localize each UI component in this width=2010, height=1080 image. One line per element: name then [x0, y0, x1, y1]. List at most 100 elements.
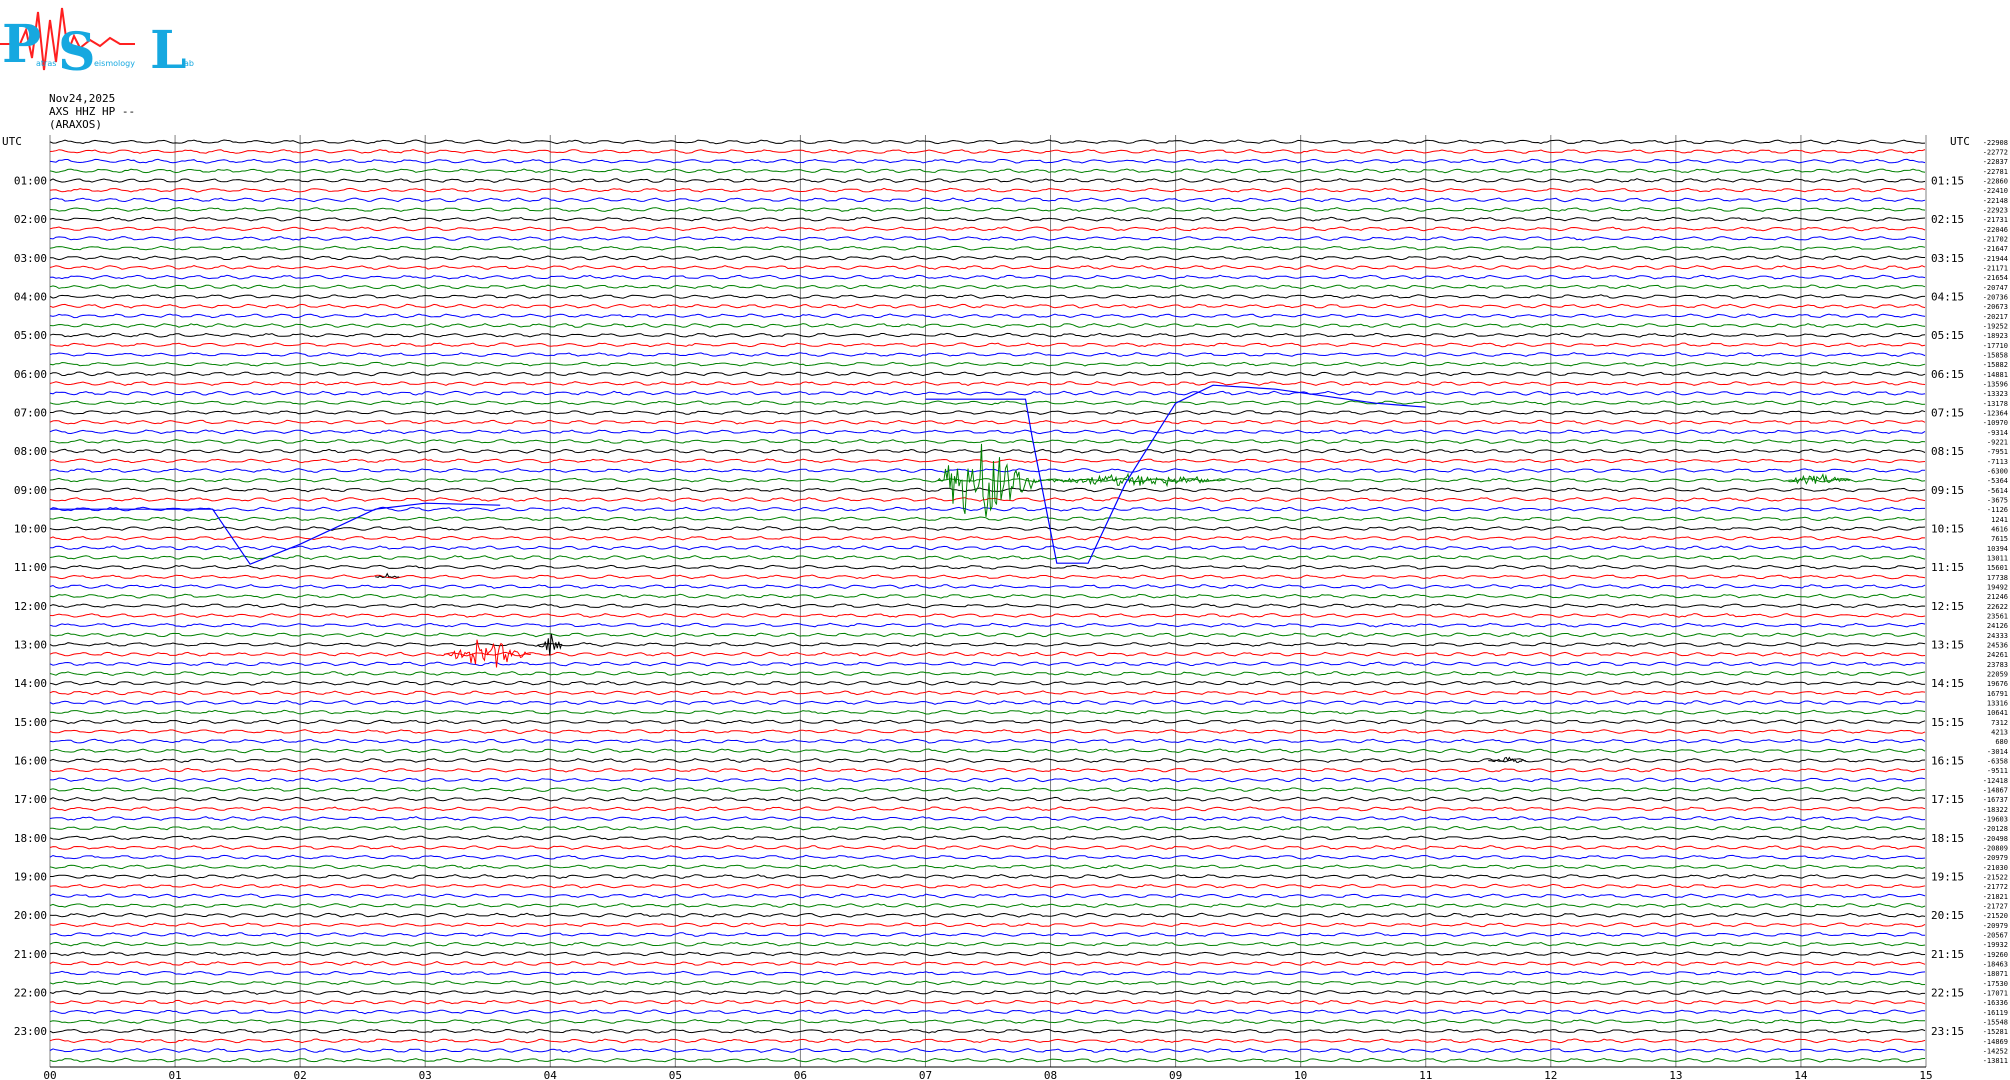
trace-20	[49, 332, 1926, 338]
trace-offset-label: -21821	[1983, 893, 2008, 901]
trace-offset-label: -22837	[1983, 158, 2008, 166]
hour-label-left: 05:00	[14, 329, 47, 342]
trace-55	[49, 671, 1926, 676]
hour-label-left: 22:00	[14, 987, 47, 1000]
trace-offset-label: -15281	[1983, 1028, 2008, 1036]
trace-52	[49, 642, 1926, 647]
trace-offset-label: -21171	[1983, 265, 2008, 273]
trace-offset-label: -9314	[1987, 429, 2008, 437]
trace-28	[50, 410, 1926, 415]
trace-offset-label: -18463	[1983, 961, 2008, 969]
trace-offset-label: -22860	[1983, 178, 2008, 186]
trace-18	[49, 313, 1926, 319]
trace-92	[49, 1028, 1926, 1034]
drift-trace	[50, 502, 501, 565]
trace-offset-label: 24333	[1987, 632, 2008, 640]
hour-label-left: 20:00	[14, 909, 47, 922]
trace-0	[49, 139, 1926, 145]
trace-35	[49, 477, 1926, 483]
hour-label-left: 08:00	[14, 445, 47, 458]
hour-label-left: 16:00	[14, 755, 47, 768]
hour-label-right: 18:15	[1931, 832, 1964, 845]
logo-small-3: ab	[184, 59, 194, 68]
trace-offset-label: -22772	[1983, 149, 2008, 157]
trace-offset-label: -6358	[1987, 758, 2008, 766]
trace-offset-label: -14869	[1983, 1038, 2008, 1046]
trace-offset-label: -17071	[1983, 990, 2008, 998]
hour-label-left: 19:00	[14, 871, 47, 884]
trace-offset-label: -19252	[1983, 323, 2008, 331]
trace-offset-label: -18322	[1983, 806, 2008, 814]
trace-offset-label: -21520	[1983, 912, 2008, 920]
trace-offset-label: -13596	[1983, 381, 2008, 389]
trace-93	[49, 1038, 1926, 1044]
trace-94	[49, 1048, 1926, 1053]
trace-offset-label: 19492	[1987, 584, 2008, 592]
trace-3	[49, 168, 1926, 174]
trace-offset-label: 10641	[1987, 709, 2008, 717]
trace-7	[49, 207, 1926, 212]
x-tick-label: 10	[1294, 1069, 1307, 1080]
trace-offset-label: -22148	[1983, 197, 2008, 205]
trace-91	[49, 1019, 1925, 1024]
trace-offset-label: -21647	[1983, 245, 2008, 253]
trace-8	[49, 216, 1926, 222]
trace-offset-label: -14252	[1983, 1048, 2008, 1056]
trace-offset-label: 7615	[1991, 535, 2008, 543]
trace-offset-label: 17738	[1987, 574, 2008, 582]
trace-offset-label: -21702	[1983, 236, 2008, 244]
trace-67	[49, 787, 1926, 792]
trace-offset-label: -7113	[1987, 458, 2008, 466]
trace-43	[49, 555, 1926, 560]
trace-offset-label: -20736	[1983, 294, 2008, 302]
trace-offset-label: -7951	[1987, 448, 2008, 456]
trace-61	[49, 729, 1926, 734]
header-station: AXS HHZ HP --	[49, 105, 136, 118]
trace-offset-label: -20217	[1983, 313, 2008, 321]
trace-offset-label: -21654	[1983, 274, 2008, 282]
trace-89	[49, 999, 1926, 1005]
trace-offset-label: -3014	[1987, 748, 2008, 756]
event-burst	[1788, 472, 1850, 485]
trace-offset-label: 22622	[1987, 603, 2008, 611]
trace-13	[49, 265, 1926, 270]
trace-95	[49, 1057, 1926, 1063]
trace-offset-label: -14867	[1983, 787, 2008, 795]
trace-51	[49, 632, 1926, 638]
hour-label-right: 11:15	[1931, 561, 1964, 574]
trace-62	[49, 738, 1926, 744]
trace-78	[49, 893, 1926, 899]
trace-66	[49, 777, 1926, 783]
trace-11	[49, 245, 1926, 251]
trace-50	[49, 622, 1926, 628]
x-tick-label: 14	[1794, 1069, 1808, 1080]
trace-offset-label: 10394	[1987, 545, 2008, 553]
hour-label-right: 20:15	[1931, 909, 1964, 922]
trace-offset-label: 23561	[1987, 613, 2008, 621]
trace-83	[49, 941, 1926, 947]
trace-47	[49, 593, 1926, 599]
trace-offset-label: -5364	[1987, 477, 2008, 485]
hour-label-left: 15:00	[14, 716, 47, 729]
trace-offset-label: -22046	[1983, 226, 2008, 234]
hour-label-right: 12:15	[1931, 600, 1964, 613]
trace-10	[49, 236, 1925, 241]
trace-40	[49, 526, 1926, 531]
x-tick-label: 03	[419, 1069, 432, 1080]
trace-2	[49, 158, 1926, 164]
hour-label-left: 03:00	[14, 252, 47, 265]
trace-offset-label: -1126	[1987, 506, 2008, 514]
trace-34	[49, 468, 1925, 473]
trace-49	[49, 613, 1926, 618]
logo-small-1: atras	[36, 59, 56, 68]
trace-offset-label: -13323	[1983, 390, 2008, 398]
trace-offset-label: -21944	[1983, 255, 2008, 263]
trace-offset-label: -5614	[1987, 487, 2008, 495]
trace-80	[49, 912, 1926, 918]
trace-offset-label: -20979	[1983, 922, 2008, 930]
trace-9	[49, 226, 1926, 232]
trace-offset-label: 7312	[1991, 719, 2008, 727]
left-axis-title: UTC	[2, 135, 22, 148]
hour-label-right: 15:15	[1931, 716, 1964, 729]
trace-42	[49, 545, 1926, 551]
